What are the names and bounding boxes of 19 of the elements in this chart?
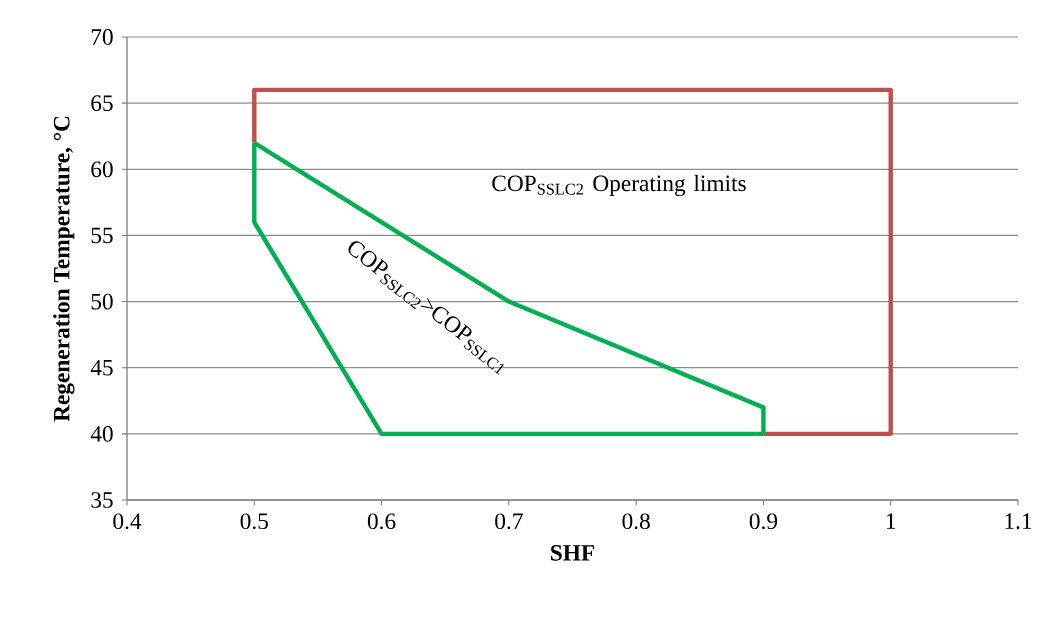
y-tick-label: 35 [91, 492, 113, 508]
x-tick-label: 0.5 [240, 513, 268, 530]
y-tick-label: 45 [90, 359, 113, 376]
x-tick-label: 0.6 [367, 513, 396, 530]
y-axis-title: Regeneration Temperature, °C [53, 116, 75, 422]
x-axis-title: SHF [551, 545, 595, 561]
y-tick-label: 50 [91, 293, 113, 310]
x-tick-label: 1.1 [1005, 513, 1032, 530]
y-tick-label: 70 [91, 29, 113, 45]
x-tick-label: 0.7 [495, 513, 523, 530]
x-tick-label: 0.9 [749, 513, 778, 530]
y-tick-label: 55 [91, 227, 113, 244]
x-tick-label: 0.8 [622, 513, 650, 530]
y-tick-label: 65 [91, 95, 113, 111]
annotation: COP$_{SSLC2}$ Operating limits [492, 174, 746, 197]
x-tick-label: 1 [886, 513, 896, 529]
y-tick-label: 60 [91, 161, 113, 178]
y-tick-label: 40 [90, 425, 113, 442]
x-tick-label: 0.4 [113, 513, 142, 530]
